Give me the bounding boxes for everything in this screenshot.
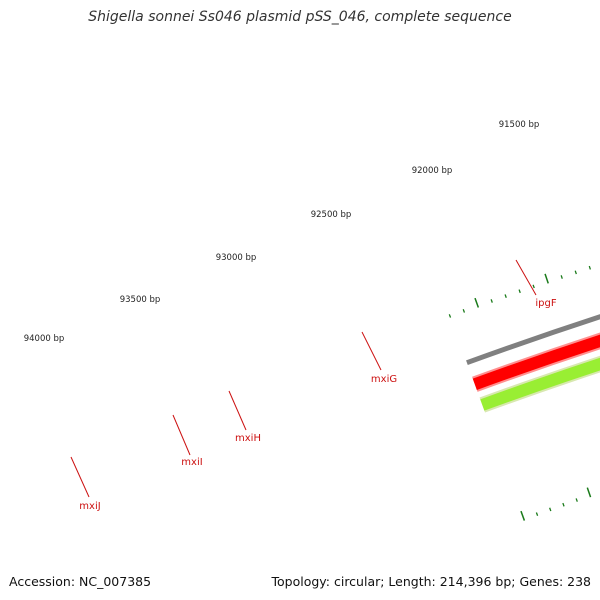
- scale-ticks: [448, 265, 592, 521]
- tick-mark: [560, 275, 563, 279]
- tick-mark: [448, 314, 452, 318]
- gene-leader-line: [515, 259, 537, 296]
- tick-mark: [586, 487, 592, 498]
- tick-mark: [544, 273, 549, 284]
- tick-mark: [462, 309, 466, 313]
- reverse-gene-arrow-light[interactable]: [480, 353, 600, 411]
- tick-mark: [504, 294, 507, 298]
- position-label: 92500 bp: [311, 210, 352, 220]
- tick-mark: [474, 297, 480, 308]
- tick-mark: [549, 507, 552, 512]
- position-label: 93500 bp: [120, 295, 161, 305]
- tick-mark: [562, 502, 565, 507]
- gene-label-mxih[interactable]: mxiH: [235, 433, 261, 444]
- position-label: 93000 bp: [216, 253, 257, 263]
- tick-mark: [520, 510, 526, 521]
- forward-gene-arrow[interactable]: [472, 334, 600, 390]
- gene-leader-line: [228, 390, 247, 431]
- tick-mark: [518, 289, 521, 294]
- gene-features: [472, 332, 600, 413]
- gene-label-mxii[interactable]: mxiI: [181, 457, 202, 468]
- gene-label-ipgf[interactable]: ipgF: [535, 298, 556, 309]
- tick-mark: [574, 270, 577, 275]
- position-label: 92000 bp: [412, 166, 453, 176]
- labels: 91500 bp 92000 bp 92500 bp 93000 bp 93500 bp…: [24, 120, 557, 512]
- gene-label-mxij[interactable]: mxiJ: [79, 501, 100, 512]
- tick-mark: [490, 299, 493, 303]
- gene-label-mxig[interactable]: mxiG: [371, 374, 397, 385]
- position-label: 91500 bp: [499, 120, 540, 130]
- map-title: Shigella sonnei Ss046 plasmid pSS_046, c…: [88, 9, 512, 25]
- gene-leader-line: [172, 414, 191, 456]
- tick-mark: [588, 265, 592, 270]
- topology-summary: Topology: circular; Length: 214,396 bp; …: [271, 574, 592, 589]
- gene-leader-line: [361, 331, 382, 371]
- tick-mark: [532, 284, 535, 289]
- accession-text: Accession: NC_007385: [9, 574, 152, 589]
- gene-leader-line: [70, 456, 90, 498]
- plasmid-backbone: [466, 314, 600, 366]
- position-label: 94000 bp: [24, 334, 65, 344]
- tick-mark: [575, 498, 578, 502]
- tick-mark: [535, 512, 539, 516]
